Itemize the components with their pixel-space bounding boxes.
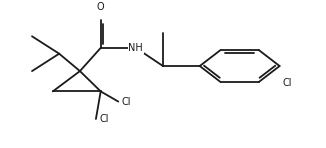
Text: Cl: Cl (99, 114, 109, 124)
Text: Cl: Cl (122, 96, 131, 107)
Text: O: O (97, 2, 105, 12)
Text: NH: NH (128, 43, 143, 53)
Text: Cl: Cl (283, 78, 292, 88)
